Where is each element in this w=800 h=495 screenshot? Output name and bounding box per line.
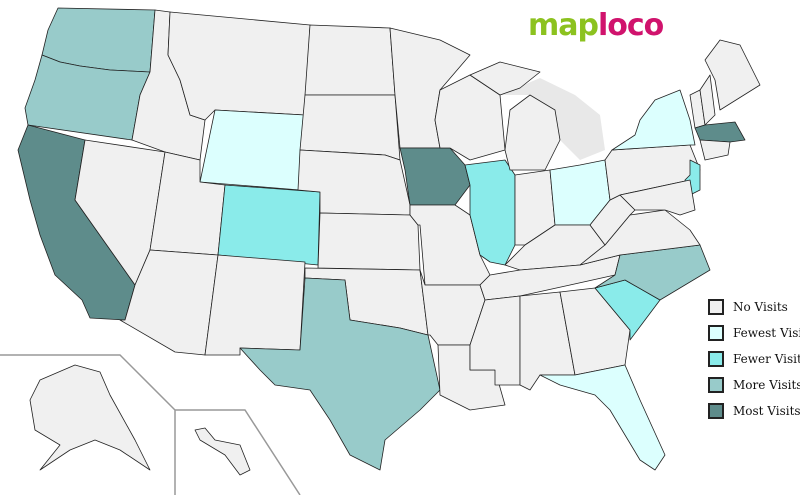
state-sd[interactable] — [299, 94, 401, 161]
state-nd[interactable] — [304, 24, 396, 96]
state-tn[interactable] — [479, 254, 621, 301]
state-va[interactable] — [579, 209, 701, 266]
legend-swatch — [708, 403, 724, 419]
state-ga[interactable] — [559, 287, 631, 376]
legend-swatch — [708, 377, 724, 393]
state-ks[interactable] — [317, 212, 421, 271]
legend-swatch — [708, 299, 724, 315]
state-nm[interactable] — [204, 254, 306, 356]
maploco-logo: maploco — [528, 8, 664, 43]
state-mi[interactable] — [504, 94, 561, 171]
state-ia[interactable] — [399, 147, 471, 206]
legend-swatch — [708, 325, 724, 341]
state-md[interactable] — [619, 179, 696, 216]
state-tx[interactable] — [239, 277, 441, 471]
legend-item-no-visits: No Visits — [708, 294, 800, 320]
state-ak[interactable] — [29, 364, 151, 471]
alaska-inset-border — [0, 354, 176, 495]
legend: No Visits Fewest Visits Fewer Visits Mor… — [708, 294, 800, 424]
state-mt[interactable] — [167, 11, 311, 121]
legend-item-more-visits: More Visits — [708, 372, 800, 398]
state-ny[interactable] — [611, 89, 696, 151]
state-nc[interactable] — [594, 244, 711, 301]
state-fl[interactable] — [539, 364, 666, 471]
legend-item-fewer-visits: Fewer Visits — [708, 346, 800, 372]
state-hi[interactable] — [194, 427, 251, 476]
legend-item-most-visits: Most Visits — [708, 398, 800, 424]
state-ct[interactable] — [699, 139, 731, 161]
state-wy[interactable] — [199, 109, 306, 191]
hawaii-inset-border — [175, 409, 301, 495]
legend-item-fewest-visits: Fewest Visits — [708, 320, 800, 346]
state-co[interactable] — [217, 184, 321, 266]
state-mi[interactable] — [469, 61, 541, 96]
legend-swatch — [708, 351, 724, 367]
state-nh[interactable] — [699, 74, 716, 126]
state-me[interactable] — [704, 39, 761, 111]
great-lakes — [500, 78, 605, 160]
